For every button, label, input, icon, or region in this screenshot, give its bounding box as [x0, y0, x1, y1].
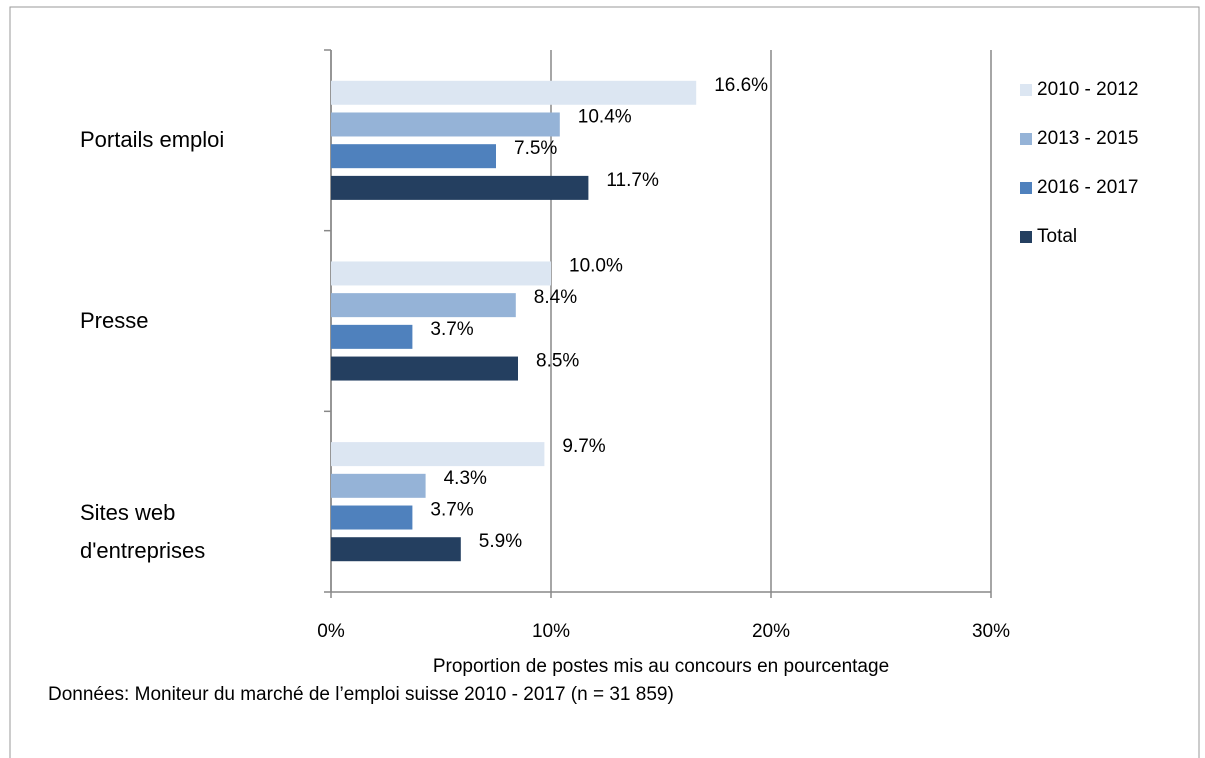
bar — [331, 80, 697, 105]
chart-frame — [9, 6, 1200, 758]
x-tick-label: 10% — [532, 621, 570, 642]
x-tick-label: 20% — [752, 621, 790, 642]
bar — [331, 473, 426, 498]
data-label: 9.7% — [562, 436, 605, 457]
note: Données: Moniteur du marché de l’emploi … — [48, 684, 674, 705]
bar — [331, 324, 413, 349]
bar — [331, 505, 413, 530]
legend-label: 2010 - 2012 — [1037, 79, 1138, 100]
bar — [331, 144, 496, 169]
legend-swatch — [1020, 182, 1032, 194]
data-label: 16.6% — [714, 75, 768, 96]
bar — [331, 261, 551, 286]
bar — [331, 293, 516, 318]
legend-label: 2013 - 2015 — [1037, 128, 1138, 149]
data-label: 5.9% — [479, 531, 522, 552]
y-tick-label: Presse — [80, 308, 149, 333]
data-label: 7.5% — [514, 138, 557, 159]
y-tick-label: Sites web d'entreprises — [80, 499, 206, 563]
data-label: 10.4% — [578, 106, 632, 127]
data-label: 4.3% — [444, 468, 487, 489]
legend-swatch — [1020, 84, 1032, 96]
data-label: 8.5% — [536, 351, 579, 372]
legend-swatch — [1020, 133, 1032, 145]
legend-swatch — [1020, 231, 1032, 243]
bar — [331, 537, 461, 562]
bar — [331, 442, 545, 467]
bar — [331, 112, 560, 137]
data-label: 10.0% — [569, 255, 623, 276]
data-label: 8.4% — [534, 287, 577, 308]
data-label: 3.7% — [430, 319, 473, 340]
bar — [331, 175, 589, 200]
x-tick-label: 30% — [972, 621, 1010, 642]
legend-label: 2016 - 2017 — [1037, 177, 1138, 198]
legend-label: Total — [1037, 226, 1077, 247]
x-tick-label: 0% — [317, 621, 345, 642]
y-tick-label: Portails emploi — [80, 127, 225, 153]
data-label: 11.7% — [606, 170, 659, 191]
bar — [331, 356, 518, 381]
data-label: 3.7% — [430, 500, 473, 521]
x-axis-label: Proportion de postes mis au concours en … — [433, 656, 889, 677]
